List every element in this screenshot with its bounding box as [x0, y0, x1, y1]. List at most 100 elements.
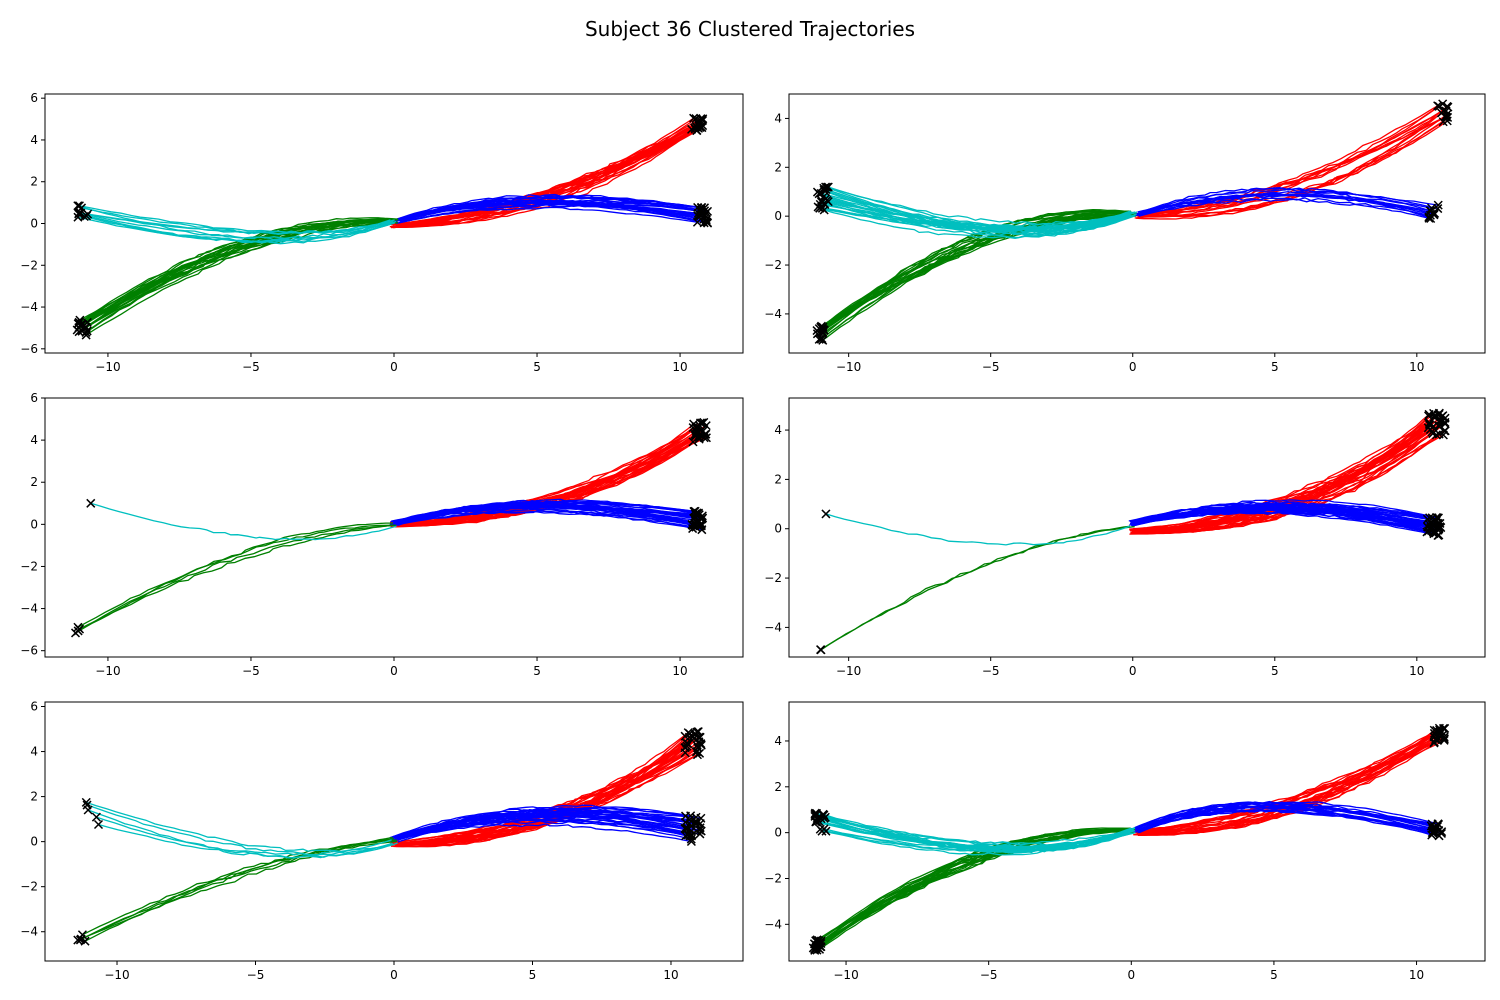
- endpoint-markers: [812, 99, 1453, 345]
- plot-area: [808, 723, 1450, 955]
- cluster-blue: [1128, 499, 1441, 537]
- trajectory-line: [821, 215, 1136, 330]
- y-tick-label: −4: [764, 620, 782, 634]
- y-tick-label: 4: [30, 745, 38, 759]
- trajectory-line: [821, 214, 1135, 340]
- endpoint-marker: [86, 498, 96, 508]
- y-tick-label: 0: [774, 826, 782, 840]
- endpoint-marker: [1435, 522, 1445, 532]
- trajectory-line: [1138, 193, 1435, 217]
- endpoint-marker: [697, 511, 707, 521]
- trajectory-line: [77, 205, 395, 241]
- endpoint-marker: [821, 509, 831, 519]
- endpoint-marker: [815, 944, 825, 954]
- trajectory-line: [822, 214, 1130, 341]
- cluster-blue: [389, 498, 703, 531]
- trajectory-line: [816, 212, 1136, 332]
- trajectory-line: [84, 222, 393, 330]
- trajectory-line: [77, 522, 393, 632]
- trajectory-line: [394, 118, 702, 225]
- cluster-green: [820, 525, 1135, 651]
- x-tick-label: 5: [1271, 664, 1279, 678]
- trajectory-line: [1135, 805, 1432, 836]
- x-tick-label: −5: [982, 664, 1000, 678]
- x-tick-label: 10: [672, 360, 687, 374]
- trajectory-line: [389, 505, 695, 526]
- x-tick-label: 0: [390, 968, 398, 982]
- trajectory-line: [390, 809, 696, 840]
- trajectory-line: [825, 513, 1130, 546]
- plot-area: [816, 408, 1450, 655]
- endpoint-marker: [812, 814, 822, 824]
- endpoint-marker: [1423, 522, 1433, 532]
- trajectory-line: [1134, 503, 1434, 526]
- y-tick-label: 4: [774, 734, 782, 748]
- trajectory-line: [1135, 114, 1448, 220]
- plot-area: [72, 113, 713, 340]
- endpoint-marker: [74, 201, 84, 211]
- endpoint-marker: [1433, 819, 1443, 829]
- panel-4: −10 −5 0 5 10 −4 −2 0 2 4: [764, 397, 1486, 678]
- y-axis: −4 −2 0 2 4: [764, 734, 789, 931]
- endpoint-marker: [1433, 410, 1443, 420]
- y-tick-label: −2: [20, 880, 38, 894]
- endpoint-marker: [691, 729, 701, 739]
- x-axis: −10 −5 0 5 10: [836, 657, 1424, 678]
- trajectory-line: [816, 812, 1128, 850]
- endpoint-markers: [808, 723, 1450, 955]
- y-tick-label: 6: [30, 700, 38, 714]
- y-tick-label: 0: [30, 217, 38, 231]
- trajectory-line: [1128, 501, 1437, 522]
- endpoint-marker: [698, 114, 708, 124]
- cluster-green: [816, 209, 1137, 341]
- endpoint-markers: [73, 727, 706, 946]
- endpoint-marker: [93, 819, 104, 830]
- endpoint-marker: [688, 437, 698, 447]
- trajectory-line: [819, 830, 1134, 950]
- trajectory-line: [77, 836, 393, 941]
- y-tick-label: 4: [30, 433, 38, 447]
- cluster-cyan: [90, 502, 397, 541]
- trajectory-line: [816, 820, 1134, 845]
- trajectory-line: [87, 213, 395, 235]
- trajectory-line: [1136, 112, 1442, 218]
- trajectory-line: [822, 200, 1129, 233]
- endpoint-marker: [821, 826, 831, 836]
- x-tick-label: 5: [529, 968, 537, 982]
- endpoint-marker: [702, 206, 713, 216]
- endpoint-marker: [683, 728, 693, 738]
- cluster-green: [75, 522, 397, 634]
- endpoint-marker: [73, 201, 83, 211]
- endpoint-marker: [685, 831, 695, 841]
- trajectory-line: [87, 809, 393, 859]
- endpoint-markers: [70, 417, 711, 638]
- x-tick-label: 5: [1271, 360, 1279, 374]
- trajectory-line: [86, 221, 393, 332]
- x-tick-label: 0: [1127, 968, 1135, 982]
- x-tick-label: −10: [833, 968, 858, 982]
- x-tick-label: −5: [242, 664, 260, 678]
- trajectory-line: [393, 201, 705, 222]
- endpoint-marker: [1431, 528, 1441, 538]
- x-tick-label: 10: [1409, 968, 1424, 982]
- axes-frame: [44, 701, 744, 962]
- endpoint-marker: [818, 335, 828, 345]
- trajectory-line: [77, 524, 397, 628]
- y-tick-label: 2: [774, 160, 782, 174]
- axes-frame: [788, 701, 1486, 962]
- trajectory-line: [1135, 186, 1432, 216]
- y-tick-label: 0: [774, 522, 782, 536]
- y-tick-label: −2: [764, 571, 782, 585]
- endpoint-marker: [1431, 512, 1442, 522]
- y-tick-label: 2: [30, 175, 38, 189]
- endpoint-marker: [695, 829, 705, 839]
- endpoint-marker: [693, 211, 703, 221]
- x-tick-label: 10: [1409, 360, 1424, 374]
- y-tick-label: −4: [20, 925, 38, 939]
- cluster-blue: [1134, 186, 1439, 220]
- trajectory-line: [1130, 507, 1429, 528]
- trajectory-line: [816, 828, 1134, 941]
- trajectory-line: [396, 423, 695, 526]
- endpoint-marker: [815, 199, 825, 209]
